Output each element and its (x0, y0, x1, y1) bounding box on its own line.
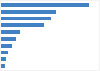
Bar (1, 3, 89, 7)
Bar (1, 17, 51, 20)
Bar (1, 30, 20, 34)
Bar (1, 64, 5, 68)
Bar (1, 44, 12, 48)
Bar (1, 51, 8, 54)
Bar (1, 23, 44, 27)
Bar (1, 37, 16, 41)
Bar (1, 10, 56, 13)
Bar (1, 58, 6, 61)
